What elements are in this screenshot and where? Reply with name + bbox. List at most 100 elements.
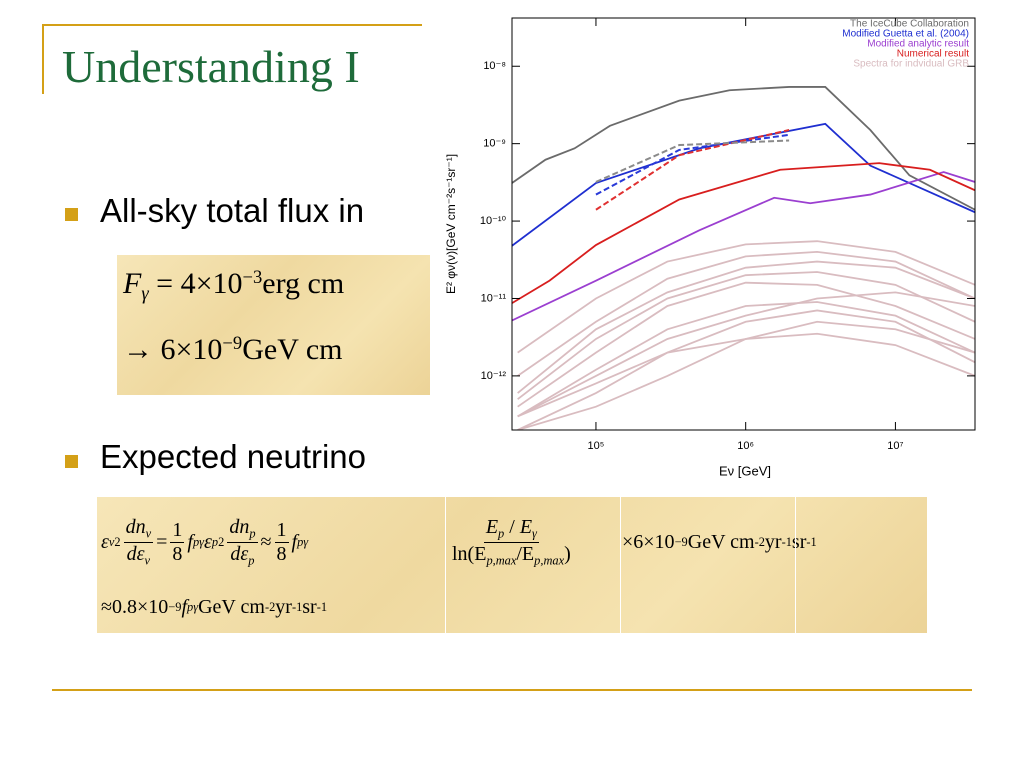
cell-border <box>620 497 621 633</box>
math-text: → 6×10 <box>123 333 223 367</box>
grb-spectrum <box>517 240 975 354</box>
denominator: ln(Ep,max/Ep,max) <box>450 543 573 568</box>
superscript: 2 <box>218 534 225 549</box>
bullet-marker <box>65 455 78 468</box>
math-italic: F <box>123 267 142 301</box>
plot-frame <box>511 17 976 431</box>
y-tick-label: 10⁻¹⁰ <box>480 215 507 227</box>
subscript: p <box>249 526 256 541</box>
math-italic: ε <box>101 530 109 553</box>
math-text: ln(E <box>452 542 487 565</box>
math-italic: dn <box>229 516 250 539</box>
math-text: / <box>504 516 520 539</box>
subscript: p <box>211 534 219 549</box>
superscript: -1 <box>316 599 328 614</box>
series-line <box>512 162 975 304</box>
plot-area <box>512 86 975 430</box>
grb-spectrum <box>517 281 975 408</box>
slide-title: Understanding I <box>62 41 360 92</box>
numerator: 1 <box>274 518 289 543</box>
dashed-series <box>595 133 790 196</box>
math-italic: E <box>485 516 499 539</box>
math-text: ) <box>564 542 571 565</box>
formula-cell: ≈0.8×10 −9 f pγ GeV cm -2 yr -1 sr -1 <box>101 587 327 627</box>
superscript: -1 <box>806 534 817 549</box>
dashed-series <box>595 129 790 211</box>
subscript: γ <box>141 283 149 305</box>
superscript: -1 <box>781 534 792 549</box>
math-text: sr <box>302 595 317 618</box>
grb-spectrum <box>517 250 975 377</box>
legend-entry: The IceCube Collaboration <box>850 19 969 30</box>
grb-spectrum <box>517 271 975 400</box>
superscript: −9 <box>168 599 182 614</box>
math-text: /E <box>516 542 535 565</box>
formula-line: → 6×10−9GeV cm <box>123 333 342 367</box>
superscript: -2 <box>754 534 765 549</box>
numerator: dnp <box>227 516 258 543</box>
y-tick-label: 10⁻¹² <box>481 370 507 382</box>
x-tick-label: 10⁷ <box>887 440 903 452</box>
subscript: ν <box>144 552 151 567</box>
title-rule <box>42 24 422 26</box>
grb-spectrum <box>517 291 975 418</box>
cell-border <box>795 497 796 633</box>
math-text: yr <box>275 595 292 618</box>
x-tick-label: 10⁵ <box>588 440 605 452</box>
math-italic: f <box>181 595 188 618</box>
y-tick-label: 10⁻⁹ <box>483 138 506 150</box>
math-italic: dε <box>126 542 145 565</box>
numerator: Ep / Eγ <box>483 516 539 543</box>
math-text: yr <box>764 530 782 553</box>
denominator: 8 <box>275 543 289 566</box>
bullet-text: All-sky total flux in <box>100 192 365 229</box>
math-text: GeV cm <box>242 333 343 367</box>
footer-rule <box>52 689 972 691</box>
formula-cell: ×6×10 −9 GeV cm -2 yr -1 sr -1 <box>622 503 817 581</box>
bullet-marker <box>65 208 78 221</box>
x-axis-label: Eν [GeV] <box>719 463 771 478</box>
denominator: dεp <box>228 543 256 568</box>
y-tick-label: 10⁻¹¹ <box>481 292 507 304</box>
subscript: pγ <box>192 534 205 549</box>
figure: Eν [GeV] E² φν(ν)[GeV cm⁻²s⁻¹sr⁻¹] 10⁵ 10… <box>435 10 1024 490</box>
math-italic: f <box>291 530 298 553</box>
math-text: ≈0.8×10 <box>101 595 169 618</box>
math-text: 8 <box>172 542 183 565</box>
math-text: 8 <box>276 542 287 565</box>
math-text: ×6×10 <box>622 530 675 553</box>
numerator: 1 <box>170 518 185 543</box>
superscript: -2 <box>264 599 276 614</box>
subscript: p,max <box>534 552 565 567</box>
formula-cell: Ep / Eγ ln(Ep,max/Ep,max) <box>447 503 576 581</box>
title-bar <box>42 24 44 94</box>
bullet-text: Expected neutrino <box>100 438 367 475</box>
formula-line: Fγ = 4×10−3erg cm <box>123 267 344 306</box>
subscript: γ <box>532 526 537 541</box>
math-italic: dn <box>125 516 146 539</box>
denominator: 8 <box>170 543 184 566</box>
legend-entry: Modified Guetta et al. (2004) <box>842 29 969 40</box>
grb-spectrum <box>517 301 975 418</box>
subscript: pγ <box>297 534 309 549</box>
math-text: GeV cm <box>198 595 265 618</box>
math-text: = 4×10 <box>148 267 243 301</box>
cell-border <box>445 497 446 633</box>
fraction: dnp dεp <box>227 516 258 568</box>
math-text: ≈ <box>260 530 272 553</box>
math-text: 1 <box>172 518 183 541</box>
y-axis-label: E² φν(ν)[GeV cm⁻²s⁻¹sr⁻¹] <box>444 154 458 294</box>
legend-entry: Numerical result <box>897 49 969 60</box>
legend-entry: Modified analytic result <box>867 39 969 50</box>
series-line <box>512 86 975 211</box>
math-text: erg cm <box>262 267 345 301</box>
math-text: = <box>156 530 168 553</box>
numerator: dnν <box>123 516 154 543</box>
superscript: −9 <box>674 534 688 549</box>
math-text: 1 <box>276 518 287 541</box>
math-italic: dε <box>230 542 249 565</box>
subscript: pγ <box>187 599 199 614</box>
subscript: ν <box>108 534 115 549</box>
figure-background <box>435 10 1024 490</box>
